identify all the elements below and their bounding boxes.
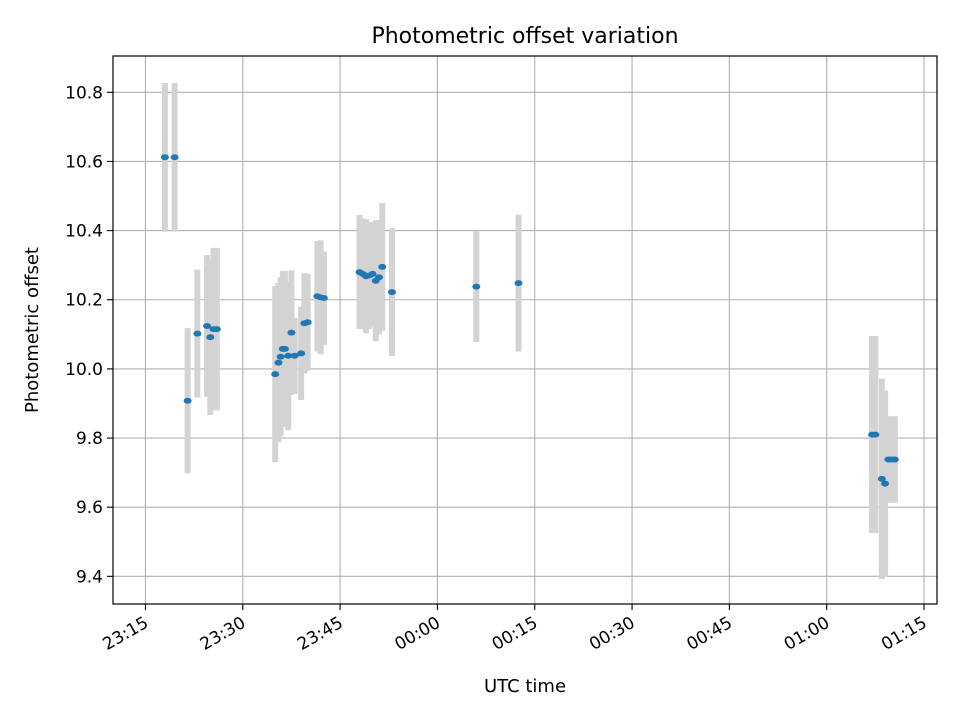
x-tick-label: 00:15 (489, 613, 541, 655)
x-tick-label: 00:00 (391, 613, 443, 655)
data-points (160, 154, 899, 487)
plot-frame (112, 55, 938, 605)
data-point (274, 359, 283, 366)
y-tick-label: 9.6 (76, 498, 103, 518)
error-bars (161, 82, 898, 580)
data-point (387, 289, 396, 296)
y-axis-label: Photometric offset (22, 247, 43, 413)
data-point (206, 334, 215, 341)
y-tick-label: 10.2 (65, 291, 103, 311)
x-tick-label: 23:45 (294, 613, 346, 655)
data-point (472, 283, 481, 290)
data-point (297, 350, 306, 357)
x-tick-label: 00:30 (586, 613, 638, 655)
data-point (368, 270, 377, 277)
chart-title: Photometric offset variation (371, 24, 678, 49)
data-point (276, 353, 285, 360)
data-point (203, 323, 212, 330)
data-point (290, 352, 299, 359)
data-point (284, 352, 293, 359)
y-tick-label: 10.4 (65, 222, 103, 242)
data-point (271, 371, 280, 378)
data-point (881, 480, 890, 487)
grid (113, 56, 937, 604)
data-point (871, 431, 880, 438)
y-tick-label: 10.8 (65, 83, 103, 103)
data-point (193, 330, 202, 337)
y-tick-label: 9.8 (76, 429, 103, 449)
y-tick-label: 10.6 (65, 152, 103, 172)
data-point (280, 345, 289, 352)
data-point (514, 280, 523, 287)
x-tick-label: 23:15 (100, 613, 152, 655)
data-point (160, 154, 169, 161)
data-point (890, 456, 899, 463)
data-point (183, 397, 192, 404)
y-tick-label: 9.4 (76, 567, 103, 587)
data-point (170, 154, 179, 161)
x-axis-label: UTC time (484, 676, 566, 697)
y-tick-label: 10.0 (65, 360, 103, 380)
data-point (877, 475, 886, 482)
x-tick-label: 01:00 (781, 613, 833, 655)
data-point (319, 295, 328, 302)
data-point (287, 329, 296, 336)
data-point (378, 263, 387, 270)
x-tick-label: 23:30 (197, 613, 249, 655)
data-point (303, 319, 312, 326)
x-tick-label: 00:45 (683, 613, 735, 655)
data-point (375, 274, 384, 281)
x-tick-label: 01:15 (878, 613, 930, 655)
data-point (212, 326, 221, 333)
